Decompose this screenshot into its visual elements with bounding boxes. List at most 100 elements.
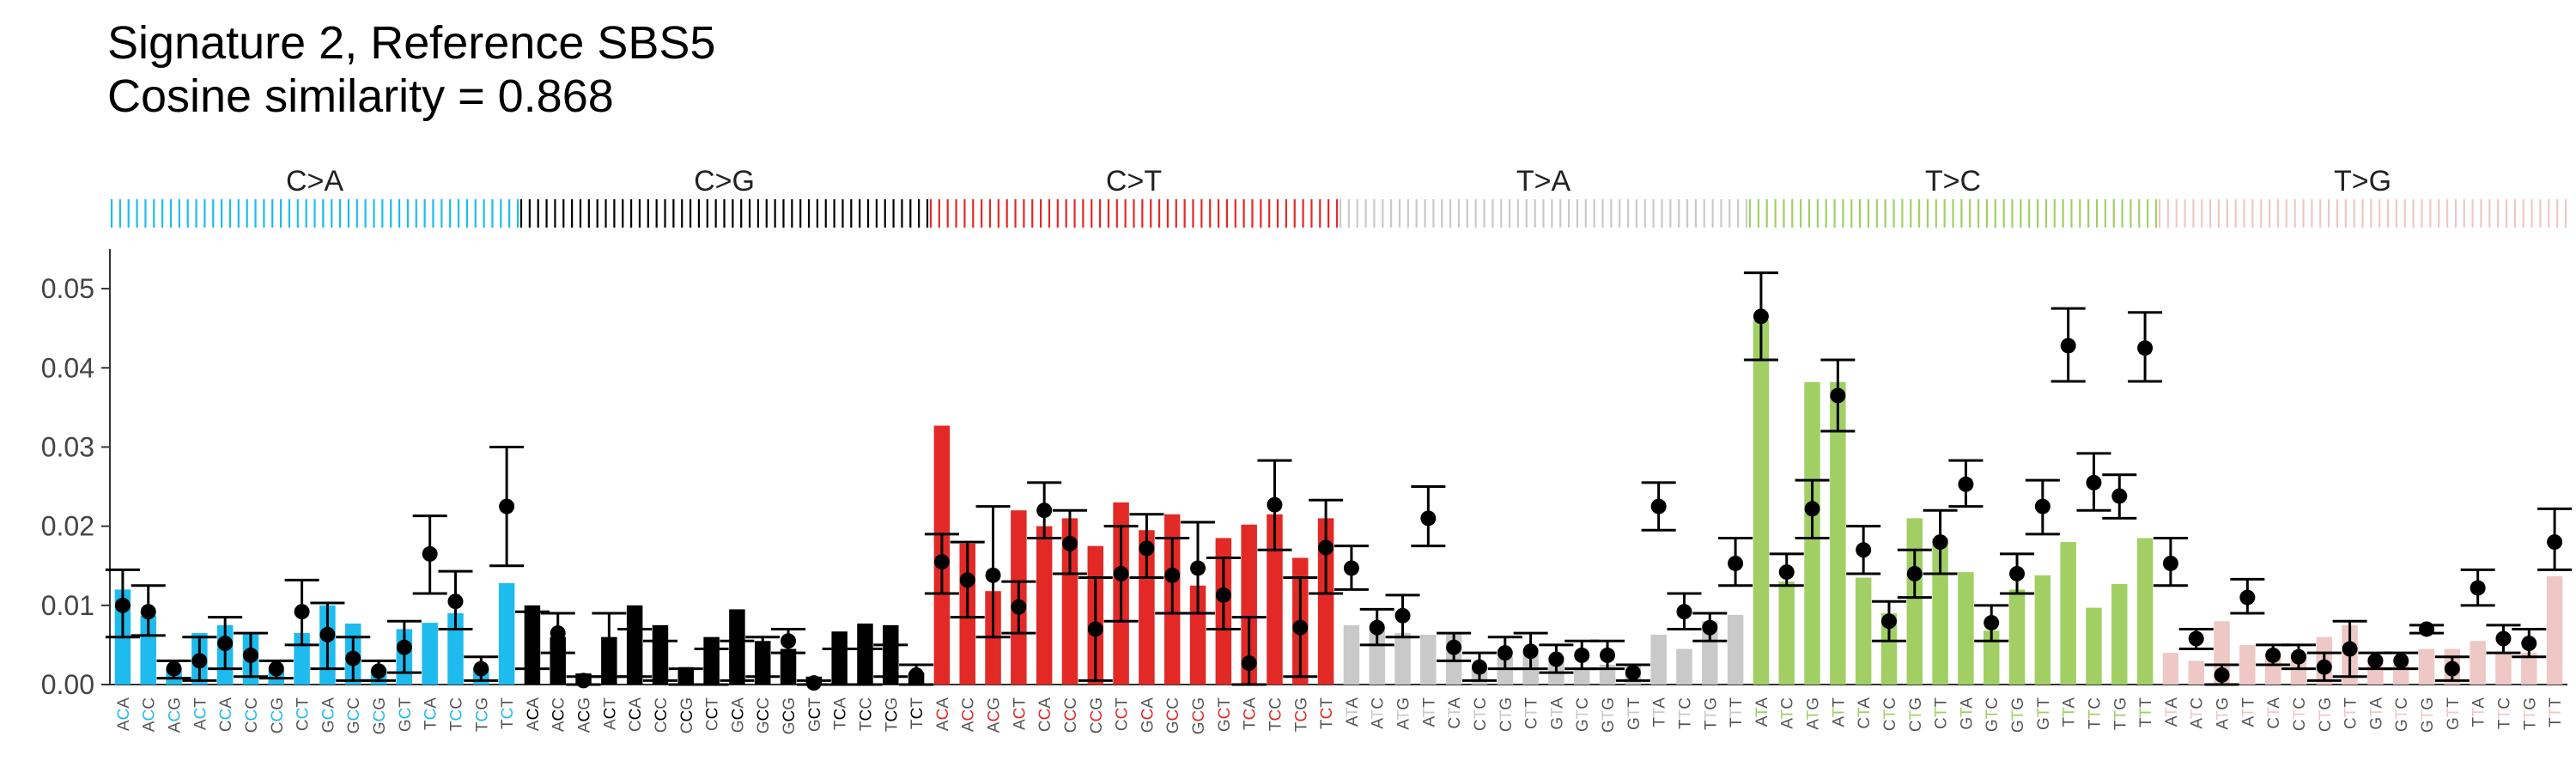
point	[601, 636, 617, 653]
x-tick-char: C	[832, 709, 850, 721]
x-tick-char: G	[986, 697, 1004, 710]
x-tick-char: A	[2215, 719, 2233, 730]
x-tick-label: CTG	[1498, 697, 1516, 732]
x-tick-label: TTC	[1676, 697, 1694, 729]
x-tick-char: A	[1753, 697, 1771, 709]
x-tick-char: A	[2189, 718, 2207, 729]
x-tick-char: C	[1984, 697, 2002, 709]
x-tick-char: T	[1395, 709, 1413, 720]
bar	[2086, 607, 2102, 685]
x-tick-char: T	[1370, 709, 1388, 719]
point	[1292, 619, 1309, 636]
x-tick-char: T	[2086, 709, 2104, 719]
point	[499, 498, 515, 514]
x-tick-label: TTT	[2137, 697, 2155, 727]
x-tick-char: A	[1011, 719, 1029, 730]
x-tick-char: C	[2086, 697, 2104, 709]
x-tick-char: T	[1651, 717, 1669, 727]
point	[627, 645, 643, 661]
x-tick-char: C	[1574, 697, 1592, 709]
x-tick-char: G	[2215, 697, 2233, 710]
x-tick-char: T	[1574, 709, 1592, 719]
x-tick-char: T	[1651, 707, 1669, 717]
x-tick-char: G	[1292, 697, 1310, 710]
x-tick-char: A	[934, 720, 952, 731]
bar	[1394, 633, 1411, 685]
x-tick-label: GCT	[806, 697, 824, 733]
x-tick-char: T	[1420, 697, 1438, 708]
x-tick-label: TCG	[883, 697, 901, 732]
x-tick-char: G	[1164, 721, 1182, 733]
x-tick-label: CTT	[1523, 697, 1541, 729]
x-tick-char: G	[1702, 697, 1720, 710]
chart-title-line1: Signature 2, Reference SBS5	[107, 17, 715, 69]
x-tick-char: T	[1523, 707, 1541, 717]
x-tick-label: ACG	[986, 697, 1004, 733]
point	[985, 567, 1001, 583]
x-tick-label: CCG	[1088, 697, 1106, 733]
x-tick-char: C	[1062, 721, 1080, 733]
x-tick-label: CCA	[217, 697, 235, 732]
x-tick-char: C	[986, 710, 1004, 722]
point	[831, 660, 848, 677]
point	[1600, 647, 1616, 663]
x-tick-char: C	[319, 709, 337, 721]
x-tick-char: T	[2137, 717, 2155, 727]
x-tick-char: T	[1856, 707, 1874, 717]
signature-points	[105, 271, 2573, 691]
point	[1778, 564, 1795, 581]
x-tick-char: C	[1498, 720, 1516, 732]
point	[2034, 498, 2050, 514]
x-tick-char: C	[1088, 710, 1106, 722]
x-tick-label: TTT	[1728, 697, 1746, 727]
point	[2214, 666, 2230, 683]
x-tick-char: T	[2393, 709, 2411, 719]
x-tick-char: T	[1216, 697, 1234, 708]
x-tick-char: T	[2470, 717, 2488, 727]
point	[1241, 655, 1257, 672]
bar	[1855, 577, 1872, 685]
x-tick-char: T	[1728, 697, 1746, 708]
x-tick-char: C	[1472, 697, 1490, 709]
x-tick-char: T	[499, 697, 517, 708]
x-tick-char: T	[832, 720, 850, 730]
x-tick-label: ACA	[934, 697, 952, 731]
point	[114, 597, 131, 613]
x-tick-char: A	[1370, 718, 1388, 729]
bar	[2162, 653, 2179, 685]
x-tick-char: C	[217, 720, 235, 732]
y-tick-label: 0.01	[41, 590, 94, 621]
x-tick-char: C	[601, 708, 619, 720]
x-tick-label: GCG	[781, 697, 799, 734]
x-tick-char: G	[2009, 697, 2027, 710]
point	[1036, 502, 1053, 519]
bar	[550, 636, 566, 685]
x-tick-label: GTC	[1984, 697, 2002, 732]
point	[319, 626, 336, 642]
point	[2444, 660, 2460, 677]
x-tick-char: T	[397, 697, 415, 708]
point	[908, 666, 925, 683]
x-tick-label: GCC	[345, 697, 363, 733]
x-tick-char: C	[1318, 708, 1336, 720]
point	[1932, 534, 1948, 551]
x-tick-char: T	[1011, 697, 1029, 708]
x-tick-char: T	[1779, 709, 1797, 719]
x-tick-char: G	[1216, 719, 1234, 732]
bar	[1139, 530, 1155, 685]
x-tick-char: T	[1933, 707, 1951, 717]
bar	[1702, 621, 1718, 685]
x-tick-label: CTT	[2342, 697, 2360, 729]
x-tick-label: GCC	[755, 697, 773, 733]
x-tick-char: T	[704, 697, 722, 708]
x-tick-char: T	[1933, 697, 1951, 708]
x-tick-label: ACA	[525, 697, 543, 731]
x-tick-char: A	[525, 720, 543, 731]
x-tick-char: A	[1651, 697, 1669, 709]
x-tick-char: T	[2035, 697, 2053, 708]
x-tick-char: G	[1498, 697, 1516, 710]
x-tick-char: A	[934, 697, 952, 709]
x-tick-char: T	[2445, 697, 2463, 708]
x-tick-char: A	[1446, 697, 1464, 709]
x-tick-label: ATC	[1370, 697, 1388, 729]
